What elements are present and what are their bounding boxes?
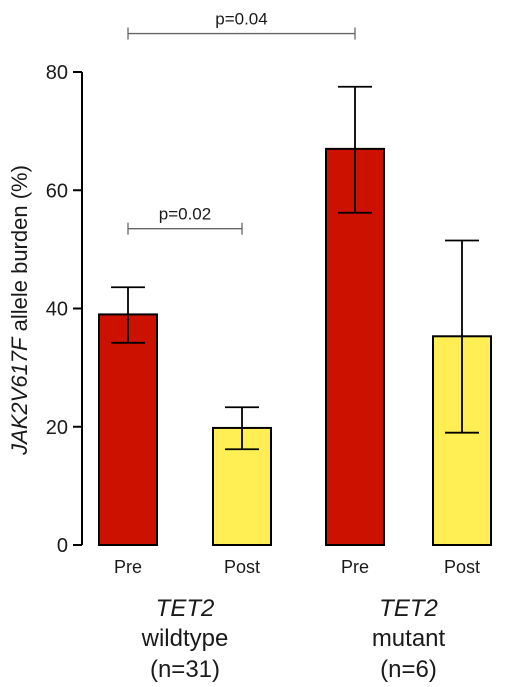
category-label: Pre [341,557,369,577]
group-n-label: (n=31) [150,656,220,683]
y-tick-label: 20 [46,417,68,439]
p-value-label: p=0.04 [215,10,267,29]
y-tick-label: 60 [46,180,68,202]
category-label: Pre [114,557,142,577]
y-axis-label-gene: JAK2V617F [7,336,32,456]
group-status-label: wildtype [141,625,229,652]
p-value-label: p=0.02 [159,205,211,224]
group-status-label: mutant [372,625,446,652]
y-tick-label: 80 [46,62,68,84]
category-label: Post [444,557,480,577]
group-gene-label: TET2 [379,595,438,622]
y-tick-label: 0 [57,535,68,557]
y-axis-label: JAK2V617F allele burden (%) [7,165,32,456]
y-tick-label: 40 [46,299,68,321]
group-gene-label: TET2 [156,595,215,622]
group-n-label: (n=6) [380,656,437,683]
category-label: Post [224,557,260,577]
y-axis-label-text: allele burden (%) [7,165,32,337]
bar [98,313,158,546]
